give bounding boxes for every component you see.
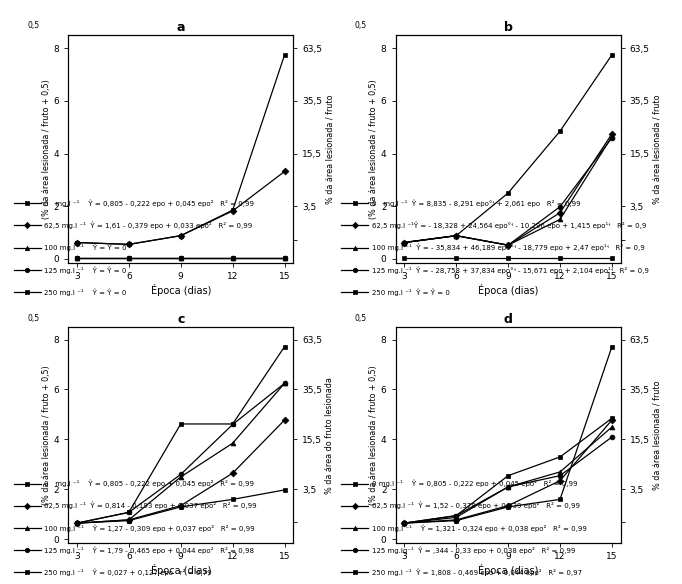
Text: 250 mg.l ⁻¹    Ŷ = 0,027 + 0,127 epo   r² = 0,79: 250 mg.l ⁻¹ Ŷ = 0,027 + 0,127 epo r² = 0… xyxy=(44,569,212,576)
Text: 0,5: 0,5 xyxy=(355,22,367,30)
X-axis label: Época (dias): Época (dias) xyxy=(478,564,538,576)
Text: 0   mg.l ⁻¹  Ŷ = 8,835 - 8,291 epo°ʵ + 2,061 epo   R² = 0,99: 0 mg.l ⁻¹ Ŷ = 8,835 - 8,291 epo°ʵ + 2,06… xyxy=(372,200,580,207)
Text: 62,5 mg.l ⁻¹  Ŷ = 1,61 - 0,379 epo + 0,033 epo²   R² = 0,99: 62,5 mg.l ⁻¹ Ŷ = 1,61 - 0,379 epo + 0,03… xyxy=(44,222,252,229)
Text: 125 mg.l ⁻¹    Ŷ = 1,79 - 0,465 epo + 0,044 epo²   R² = 0,98: 125 mg.l ⁻¹ Ŷ = 1,79 - 0,465 epo + 0,044… xyxy=(44,547,254,554)
Text: 62,5 mg.l ⁻¹  Ŷ = 0,814 - 0,193 epo + 0,037 epo²   R² = 0,99: 62,5 mg.l ⁻¹ Ŷ = 0,814 - 0,193 epo + 0,0… xyxy=(44,502,257,509)
Text: 62,5 mg.l ⁻¹  Ŷ = 1,52 - 0,378 epo + 0,039 epo²   R² = 0,99: 62,5 mg.l ⁻¹ Ŷ = 1,52 - 0,378 epo + 0,03… xyxy=(372,502,580,509)
Title: d: d xyxy=(503,313,513,326)
Text: 250 mg.l ⁻¹  Ŷ = Ŷ = 0: 250 mg.l ⁻¹ Ŷ = Ŷ = 0 xyxy=(372,288,449,296)
Text: 0,5: 0,5 xyxy=(355,314,367,323)
Title: c: c xyxy=(177,313,184,326)
Text: 100 mg.l ⁻¹    Ŷ = Ŷ = 0: 100 mg.l ⁻¹ Ŷ = Ŷ = 0 xyxy=(44,244,127,251)
X-axis label: Época (dias): Época (dias) xyxy=(151,564,211,576)
Text: 62,5 mg.l ⁻¹Ŷ = - 18,328 + 24,564 epo°ʵ - 10,296 epo + 1,415 epo¹ʵ   R² = 0,9: 62,5 mg.l ⁻¹Ŷ = - 18,328 + 24,564 epo°ʵ … xyxy=(372,222,646,229)
Text: 100 mg.l ⁻¹    Ŷ = 1,27 - 0,309 epo + 0,037 epo²   R² = 0,99: 100 mg.l ⁻¹ Ŷ = 1,27 - 0,309 epo + 0,037… xyxy=(44,524,255,531)
Text: 0,5: 0,5 xyxy=(27,22,40,30)
Title: a: a xyxy=(177,21,185,34)
Text: 0   mg.l ⁻¹    Ŷ = 0,805 - 0,222 epo + 0,045 epo²   R² = 0,99: 0 mg.l ⁻¹ Ŷ = 0,805 - 0,222 epo + 0,045 … xyxy=(44,480,254,487)
X-axis label: Época (dias): Época (dias) xyxy=(478,284,538,296)
Text: 250 mg.l ⁻¹  Ŷ = 1,808 - 0,469 epo + 0,044 epo²   R² = 0,97: 250 mg.l ⁻¹ Ŷ = 1,808 - 0,469 epo + 0,04… xyxy=(372,569,582,576)
Title: b: b xyxy=(503,21,513,34)
Y-axis label: (% da área lesionada / fruto + 0,5): (% da área lesionada / fruto + 0,5) xyxy=(42,79,50,219)
Text: 125 mg.l ⁻¹  Ŷ = - 28,758 + 37,834 epo°ʵ - 15,671 epo + 2,104 epo¹ʵ   R² = 0,9: 125 mg.l ⁻¹ Ŷ = - 28,758 + 37,834 epo°ʵ … xyxy=(372,266,649,273)
Y-axis label: (% da área lesionada / fruto + 0,5): (% da área lesionada / fruto + 0,5) xyxy=(369,79,378,219)
Y-axis label: (% da área lesionada / fruto + 0,5): (% da área lesionada / fruto + 0,5) xyxy=(42,365,50,505)
Text: 0 mg.l ⁻¹    Ŷ = 0,805 - 0,222 epo + 0,045 epo²   R² = 0,99: 0 mg.l ⁻¹ Ŷ = 0,805 - 0,222 epo + 0,045 … xyxy=(372,480,577,487)
Y-axis label: % da área lesionada / fruto: % da área lesionada / fruto xyxy=(325,94,334,204)
Text: 250 mg.l ⁻¹    Ŷ = Ŷ = 0: 250 mg.l ⁻¹ Ŷ = Ŷ = 0 xyxy=(44,288,127,296)
Text: 0   mg.l ⁻¹    Ŷ = 0,805 - 0,222 epo + 0,045 epo²   R² = 0,99: 0 mg.l ⁻¹ Ŷ = 0,805 - 0,222 epo + 0,045 … xyxy=(44,200,254,207)
Y-axis label: % da área lesionada / fruto: % da área lesionada / fruto xyxy=(653,380,662,490)
Y-axis label: % da área lesionada / fruto: % da área lesionada / fruto xyxy=(653,94,662,204)
Text: 125 mg.lg⁻¹  Ŷ = ,344 - 0,33 epo + 0,038 epo²   R² = 0,99: 125 mg.lg⁻¹ Ŷ = ,344 - 0,33 epo + 0,038 … xyxy=(372,547,575,554)
Text: 100 mg.l ⁻¹  Ŷ = - 35,834 + 46,189 epo°ʵ - 18,779 epo + 2,47 epo¹ʵ   R² = 0,9: 100 mg.l ⁻¹ Ŷ = - 35,834 + 46,189 epo°ʵ … xyxy=(372,244,644,251)
Text: 0,5: 0,5 xyxy=(27,314,40,323)
Text: 100 mg.l ⁻¹    Ŷ = 1,321 - 0,324 epo + 0,038 epo²   R² = 0,99: 100 mg.l ⁻¹ Ŷ = 1,321 - 0,324 epo + 0,03… xyxy=(372,524,587,531)
X-axis label: Época (dias): Época (dias) xyxy=(151,284,211,296)
Y-axis label: % da área do fruto lesionada: % da área do fruto lesionada xyxy=(325,377,334,493)
Y-axis label: (% da área lesionada / fruto + 0,5): (% da área lesionada / fruto + 0,5) xyxy=(369,365,378,505)
Text: 125 mg.l ⁻¹    Ŷ = Ŷ = 0: 125 mg.l ⁻¹ Ŷ = Ŷ = 0 xyxy=(44,266,127,273)
